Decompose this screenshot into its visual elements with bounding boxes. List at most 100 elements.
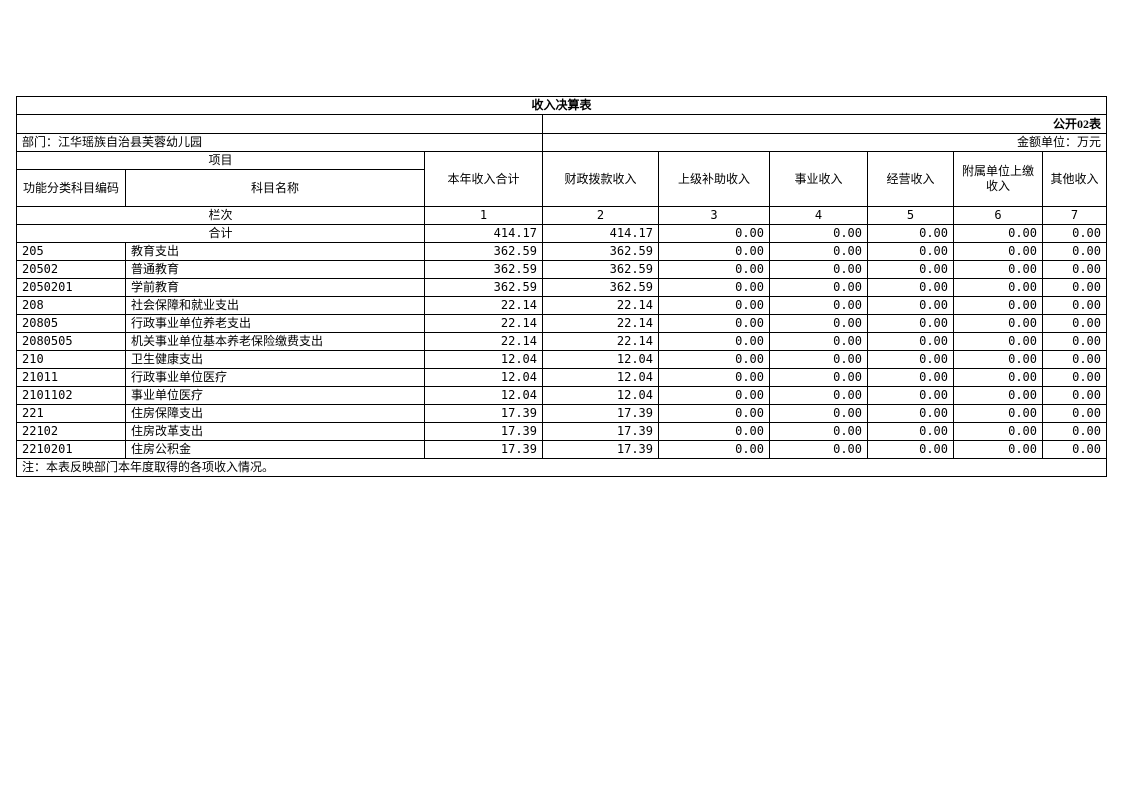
column-index: 1 bbox=[424, 206, 543, 225]
code-cell: 20502 bbox=[16, 260, 126, 279]
value-cell: 17.39 bbox=[424, 422, 543, 441]
col-header-affiliated-unit-income: 附属单位上缴收入 bbox=[953, 151, 1043, 207]
total-row-label: 合计 bbox=[16, 224, 425, 243]
subject-name-cell: 普通教育 bbox=[125, 260, 425, 279]
value-cell: 0.00 bbox=[867, 386, 954, 405]
value-cell: 0.00 bbox=[658, 242, 770, 261]
total-value-cell: 414.17 bbox=[424, 224, 543, 243]
value-cell: 22.14 bbox=[542, 314, 659, 333]
table-note: 注：本表反映部门本年度取得的各项收入情况。 bbox=[16, 458, 1107, 477]
value-cell: 0.00 bbox=[769, 440, 868, 459]
code-cell: 20805 bbox=[16, 314, 126, 333]
title-row: 收入决算表 bbox=[16, 96, 1107, 115]
column-index: 5 bbox=[867, 206, 954, 225]
total-value-cell: 0.00 bbox=[769, 224, 868, 243]
amount-unit-label: 金额单位：万元 bbox=[542, 133, 1107, 152]
value-cell: 0.00 bbox=[1042, 368, 1107, 387]
value-cell: 0.00 bbox=[953, 242, 1043, 261]
table-row: 20805 行政事业单位养老支出 22.14 22.14 0.00 0.00 0.00 0.0… bbox=[16, 314, 1107, 333]
code-cell: 210 bbox=[16, 350, 126, 369]
value-cell: 362.59 bbox=[542, 242, 659, 261]
col-header-total-income: 本年收入合计 bbox=[424, 151, 543, 207]
value-cell: 0.00 bbox=[1042, 422, 1107, 441]
income-final-accounts-table: 收入决算表 公开02表 部门：江华瑶族自治县芙蓉幼儿园 金额单位：万元 项目 本… bbox=[16, 96, 1107, 477]
value-cell: 0.00 bbox=[867, 350, 954, 369]
table-row: 205 教育支出 362.59 362.59 0.00 0.00 0.00 0.00 0.00 bbox=[16, 242, 1107, 261]
subject-name-cell: 事业单位医疗 bbox=[125, 386, 425, 405]
value-cell: 0.00 bbox=[953, 350, 1043, 369]
value-cell: 0.00 bbox=[953, 422, 1043, 441]
header-row-group: 项目 本年收入合计 财政拨款收入 上级补助收入 事业收入 经营收入 附属单位上缴… bbox=[16, 151, 1107, 207]
total-row: 合计 414.17 414.17 0.00 0.00 0.00 0.00 0.0… bbox=[16, 224, 1107, 243]
table-title: 收入决算表 bbox=[16, 96, 1107, 115]
subject-name-cell: 住房保障支出 bbox=[125, 404, 425, 423]
value-cell: 0.00 bbox=[1042, 260, 1107, 279]
note-row: 注：本表反映部门本年度取得的各项收入情况。 bbox=[16, 458, 1107, 477]
value-cell: 12.04 bbox=[424, 350, 543, 369]
table-foot-section: 注：本表反映部门本年度取得的各项收入情况。 bbox=[16, 458, 1107, 477]
table-head-section: 收入决算表 公开02表 部门：江华瑶族自治县芙蓉幼儿园 金额单位：万元 项目 本… bbox=[16, 96, 1107, 243]
value-cell: 0.00 bbox=[658, 404, 770, 423]
value-cell: 12.04 bbox=[542, 368, 659, 387]
column-index: 2 bbox=[542, 206, 659, 225]
value-cell: 362.59 bbox=[424, 260, 543, 279]
value-cell: 17.39 bbox=[542, 404, 659, 423]
value-cell: 22.14 bbox=[542, 332, 659, 351]
column-index: 4 bbox=[769, 206, 868, 225]
value-cell: 0.00 bbox=[1042, 440, 1107, 459]
col-header-other-income: 其他收入 bbox=[1042, 151, 1107, 207]
code-cell: 205 bbox=[16, 242, 126, 261]
value-cell: 0.00 bbox=[1042, 386, 1107, 405]
value-cell: 12.04 bbox=[542, 386, 659, 405]
value-cell: 17.39 bbox=[542, 422, 659, 441]
total-value-cell: 0.00 bbox=[867, 224, 954, 243]
value-cell: 0.00 bbox=[867, 422, 954, 441]
value-cell: 0.00 bbox=[953, 386, 1043, 405]
table-row: 221 住房保障支出 17.39 17.39 0.00 0.00 0.00 0.00 0.00 bbox=[16, 404, 1107, 423]
value-cell: 0.00 bbox=[867, 296, 954, 315]
value-cell: 0.00 bbox=[953, 296, 1043, 315]
value-cell: 17.39 bbox=[424, 404, 543, 423]
table-row: 2101102 事业单位医疗 12.04 12.04 0.00 0.00 0.00 0.00 0… bbox=[16, 386, 1107, 405]
value-cell: 0.00 bbox=[867, 404, 954, 423]
value-cell: 22.14 bbox=[542, 296, 659, 315]
value-cell: 12.04 bbox=[542, 350, 659, 369]
value-cell: 0.00 bbox=[953, 332, 1043, 351]
col-header-project-group: 项目 bbox=[16, 151, 425, 170]
value-cell: 0.00 bbox=[769, 242, 868, 261]
subject-name-cell: 卫生健康支出 bbox=[125, 350, 425, 369]
subject-name-cell: 机关事业单位基本养老保险缴费支出 bbox=[125, 332, 425, 351]
value-cell: 12.04 bbox=[424, 368, 543, 387]
code-cell: 2210201 bbox=[16, 440, 126, 459]
value-cell: 0.00 bbox=[658, 368, 770, 387]
total-value-cell: 0.00 bbox=[658, 224, 770, 243]
value-cell: 362.59 bbox=[542, 260, 659, 279]
value-cell: 0.00 bbox=[953, 314, 1043, 333]
value-cell: 362.59 bbox=[424, 242, 543, 261]
value-cell: 0.00 bbox=[769, 278, 868, 297]
department-label: 部门：江华瑶族自治县芙蓉幼儿园 bbox=[16, 133, 543, 152]
column-index: 3 bbox=[658, 206, 770, 225]
table-row: 20502 普通教育 362.59 362.59 0.00 0.00 0.00 0.00 0.0… bbox=[16, 260, 1107, 279]
table-row: 2210201 住房公积金 17.39 17.39 0.00 0.00 0.00 0.00 0.… bbox=[16, 440, 1107, 459]
column-index: 6 bbox=[953, 206, 1043, 225]
total-value-cell: 414.17 bbox=[542, 224, 659, 243]
code-cell: 2101102 bbox=[16, 386, 126, 405]
col-header-subject-name: 科目名称 bbox=[125, 169, 425, 207]
value-cell: 0.00 bbox=[658, 260, 770, 279]
code-cell: 21011 bbox=[16, 368, 126, 387]
value-cell: 0.00 bbox=[1042, 296, 1107, 315]
value-cell: 0.00 bbox=[1042, 350, 1107, 369]
value-cell: 0.00 bbox=[953, 260, 1043, 279]
col-header-business-income: 经营收入 bbox=[867, 151, 954, 207]
subject-name-cell: 行政事业单位医疗 bbox=[125, 368, 425, 387]
code-cell: 22102 bbox=[16, 422, 126, 441]
table-body-section: 205 教育支出 362.59 362.59 0.00 0.00 0.00 0.00 0.00 2… bbox=[16, 242, 1107, 459]
department-row: 部门：江华瑶族自治县芙蓉幼儿园 金额单位：万元 bbox=[16, 133, 1107, 152]
code-cell: 221 bbox=[16, 404, 126, 423]
code-cell: 2080505 bbox=[16, 332, 126, 351]
value-cell: 0.00 bbox=[658, 386, 770, 405]
value-cell: 22.14 bbox=[424, 296, 543, 315]
value-cell: 0.00 bbox=[769, 386, 868, 405]
